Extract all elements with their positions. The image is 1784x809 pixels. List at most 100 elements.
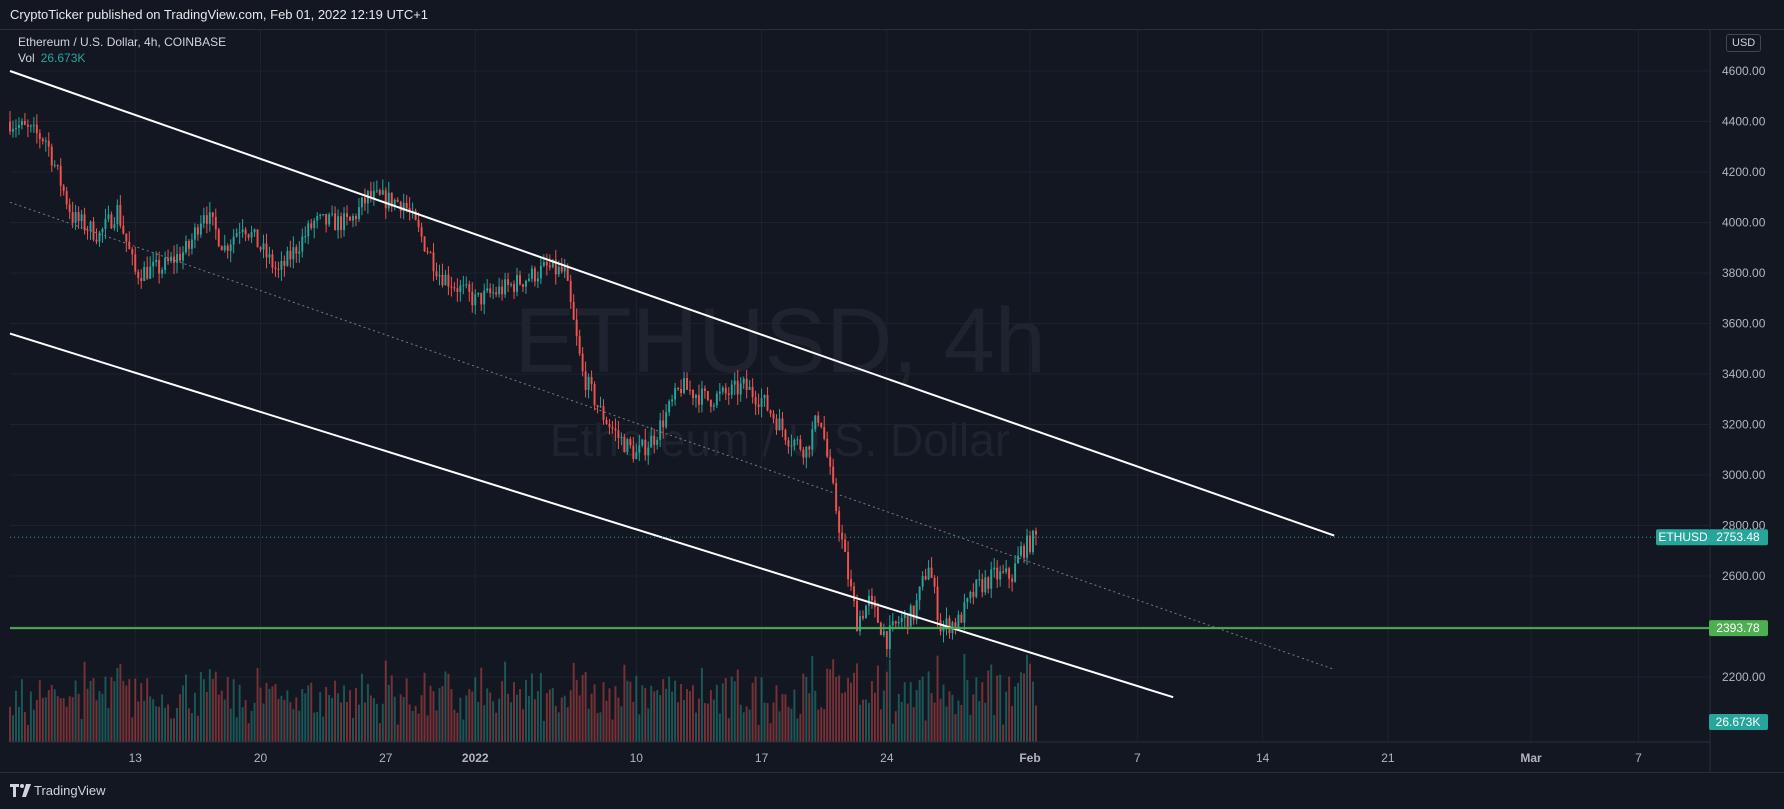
candle-body <box>226 245 229 251</box>
last-price-tag-bg <box>1709 529 1768 546</box>
candle-body <box>390 192 393 207</box>
candle-body <box>894 621 897 624</box>
support-price-tag-bg <box>1709 620 1768 637</box>
candle-body <box>307 223 310 237</box>
candle-body <box>107 214 110 219</box>
time-axis[interactable]: 13 20 27 2022 10 17 24 Feb 7 14 21 Mar 7 <box>10 741 1710 765</box>
volume-bar <box>650 685 653 742</box>
volume-bar <box>313 712 316 742</box>
volume-bar <box>987 670 990 742</box>
volume-bar <box>951 694 954 742</box>
candle-body <box>999 571 1002 580</box>
volume-bar <box>689 691 691 742</box>
candle-body <box>611 427 614 429</box>
volume-bar <box>399 694 402 742</box>
candle-body <box>560 266 563 272</box>
price-axis[interactable]: 2200.002400.002600.002800.003000.003200.… <box>1709 30 1766 772</box>
channel-lower-line <box>9 332 1174 699</box>
volume-bar <box>110 677 113 742</box>
volume-bar <box>349 690 351 742</box>
volume-bar <box>71 697 74 742</box>
volume-bar <box>996 675 999 742</box>
candle-body <box>271 254 274 268</box>
volume-bar <box>856 663 858 742</box>
candle-body <box>86 230 89 232</box>
candle-body <box>12 128 14 132</box>
candle-body <box>283 261 286 266</box>
candle-body <box>864 605 867 619</box>
candle-body <box>501 286 504 295</box>
volume-bar <box>850 682 853 742</box>
price-tick-label: 3000.00 <box>1722 468 1766 482</box>
candle-body <box>703 388 706 391</box>
chart-canvas[interactable]: ETHUSD, 4h Ethereum / U.S. Dollar 2200.0… <box>0 0 1784 772</box>
price-tick-label: 3600.00 <box>1722 317 1766 331</box>
volume-bar <box>879 709 882 742</box>
volume-bar <box>238 684 241 742</box>
volume-bar <box>378 723 381 742</box>
trendlines[interactable] <box>9 70 1710 699</box>
currency-badge[interactable]: USD <box>1726 34 1762 52</box>
volume-bar <box>74 680 77 742</box>
volume-bar <box>784 694 787 742</box>
candle-body <box>736 380 739 395</box>
volume-bar <box>89 680 92 742</box>
candle-body <box>199 223 202 235</box>
volume-bar <box>820 707 823 742</box>
volume-bar <box>915 689 918 742</box>
candle-body <box>885 631 888 650</box>
volume-legend[interactable]: Vol 26.673K <box>18 51 85 65</box>
candle-body <box>316 215 319 221</box>
volume-bar <box>662 679 665 742</box>
candle-body <box>513 284 516 292</box>
candle-body <box>933 577 936 587</box>
symbol-legend[interactable]: Ethereum / U.S. Dollar, 4h, COINBASE <box>18 35 226 49</box>
candle-body <box>539 265 542 279</box>
candle-body <box>59 165 62 186</box>
candle-body <box>202 215 205 224</box>
candle-body <box>730 384 733 395</box>
volume-bar <box>283 699 286 742</box>
volume-bar <box>653 691 656 742</box>
time-tick-label: 2022 <box>462 751 489 765</box>
candle-body <box>632 445 635 460</box>
volume-bar <box>77 693 80 742</box>
volume-bar <box>62 698 65 742</box>
candle-body <box>644 439 647 456</box>
candle-body <box>766 395 769 411</box>
candle-body <box>384 190 387 209</box>
candle-body <box>709 399 712 407</box>
volume-bar <box>590 693 593 742</box>
volume-bar <box>975 677 978 742</box>
candle-body <box>760 398 763 408</box>
candle-body <box>459 285 462 292</box>
candle-body <box>510 284 513 286</box>
candle-body <box>757 404 760 408</box>
candle-body <box>292 247 295 260</box>
candle-body <box>772 413 775 419</box>
volume-bar <box>593 684 596 742</box>
candle-body <box>921 576 924 587</box>
candle-body <box>50 146 53 166</box>
volume-bar <box>990 664 993 742</box>
tradingview-brand: TradingView <box>34 783 106 798</box>
candle-body <box>677 388 680 390</box>
volume-bar <box>894 711 897 742</box>
volume-bar <box>56 696 59 742</box>
volume-bar <box>644 688 647 742</box>
volume-bar <box>805 676 808 742</box>
volume-bar <box>817 709 820 742</box>
candle-body <box>492 292 495 294</box>
candle-body <box>832 466 835 483</box>
candle-body <box>134 254 137 272</box>
volume-bar <box>766 703 769 742</box>
volume-bar <box>599 712 602 742</box>
candle-body <box>354 216 357 220</box>
time-tick-label: 7 <box>1134 751 1141 765</box>
candle-body <box>542 262 545 266</box>
watermark: ETHUSD, 4h Ethereum / U.S. Dollar <box>514 290 1046 466</box>
candle-body <box>712 405 715 407</box>
candle-body <box>536 278 539 282</box>
volume-bar <box>545 693 548 742</box>
candle-body <box>739 383 742 395</box>
